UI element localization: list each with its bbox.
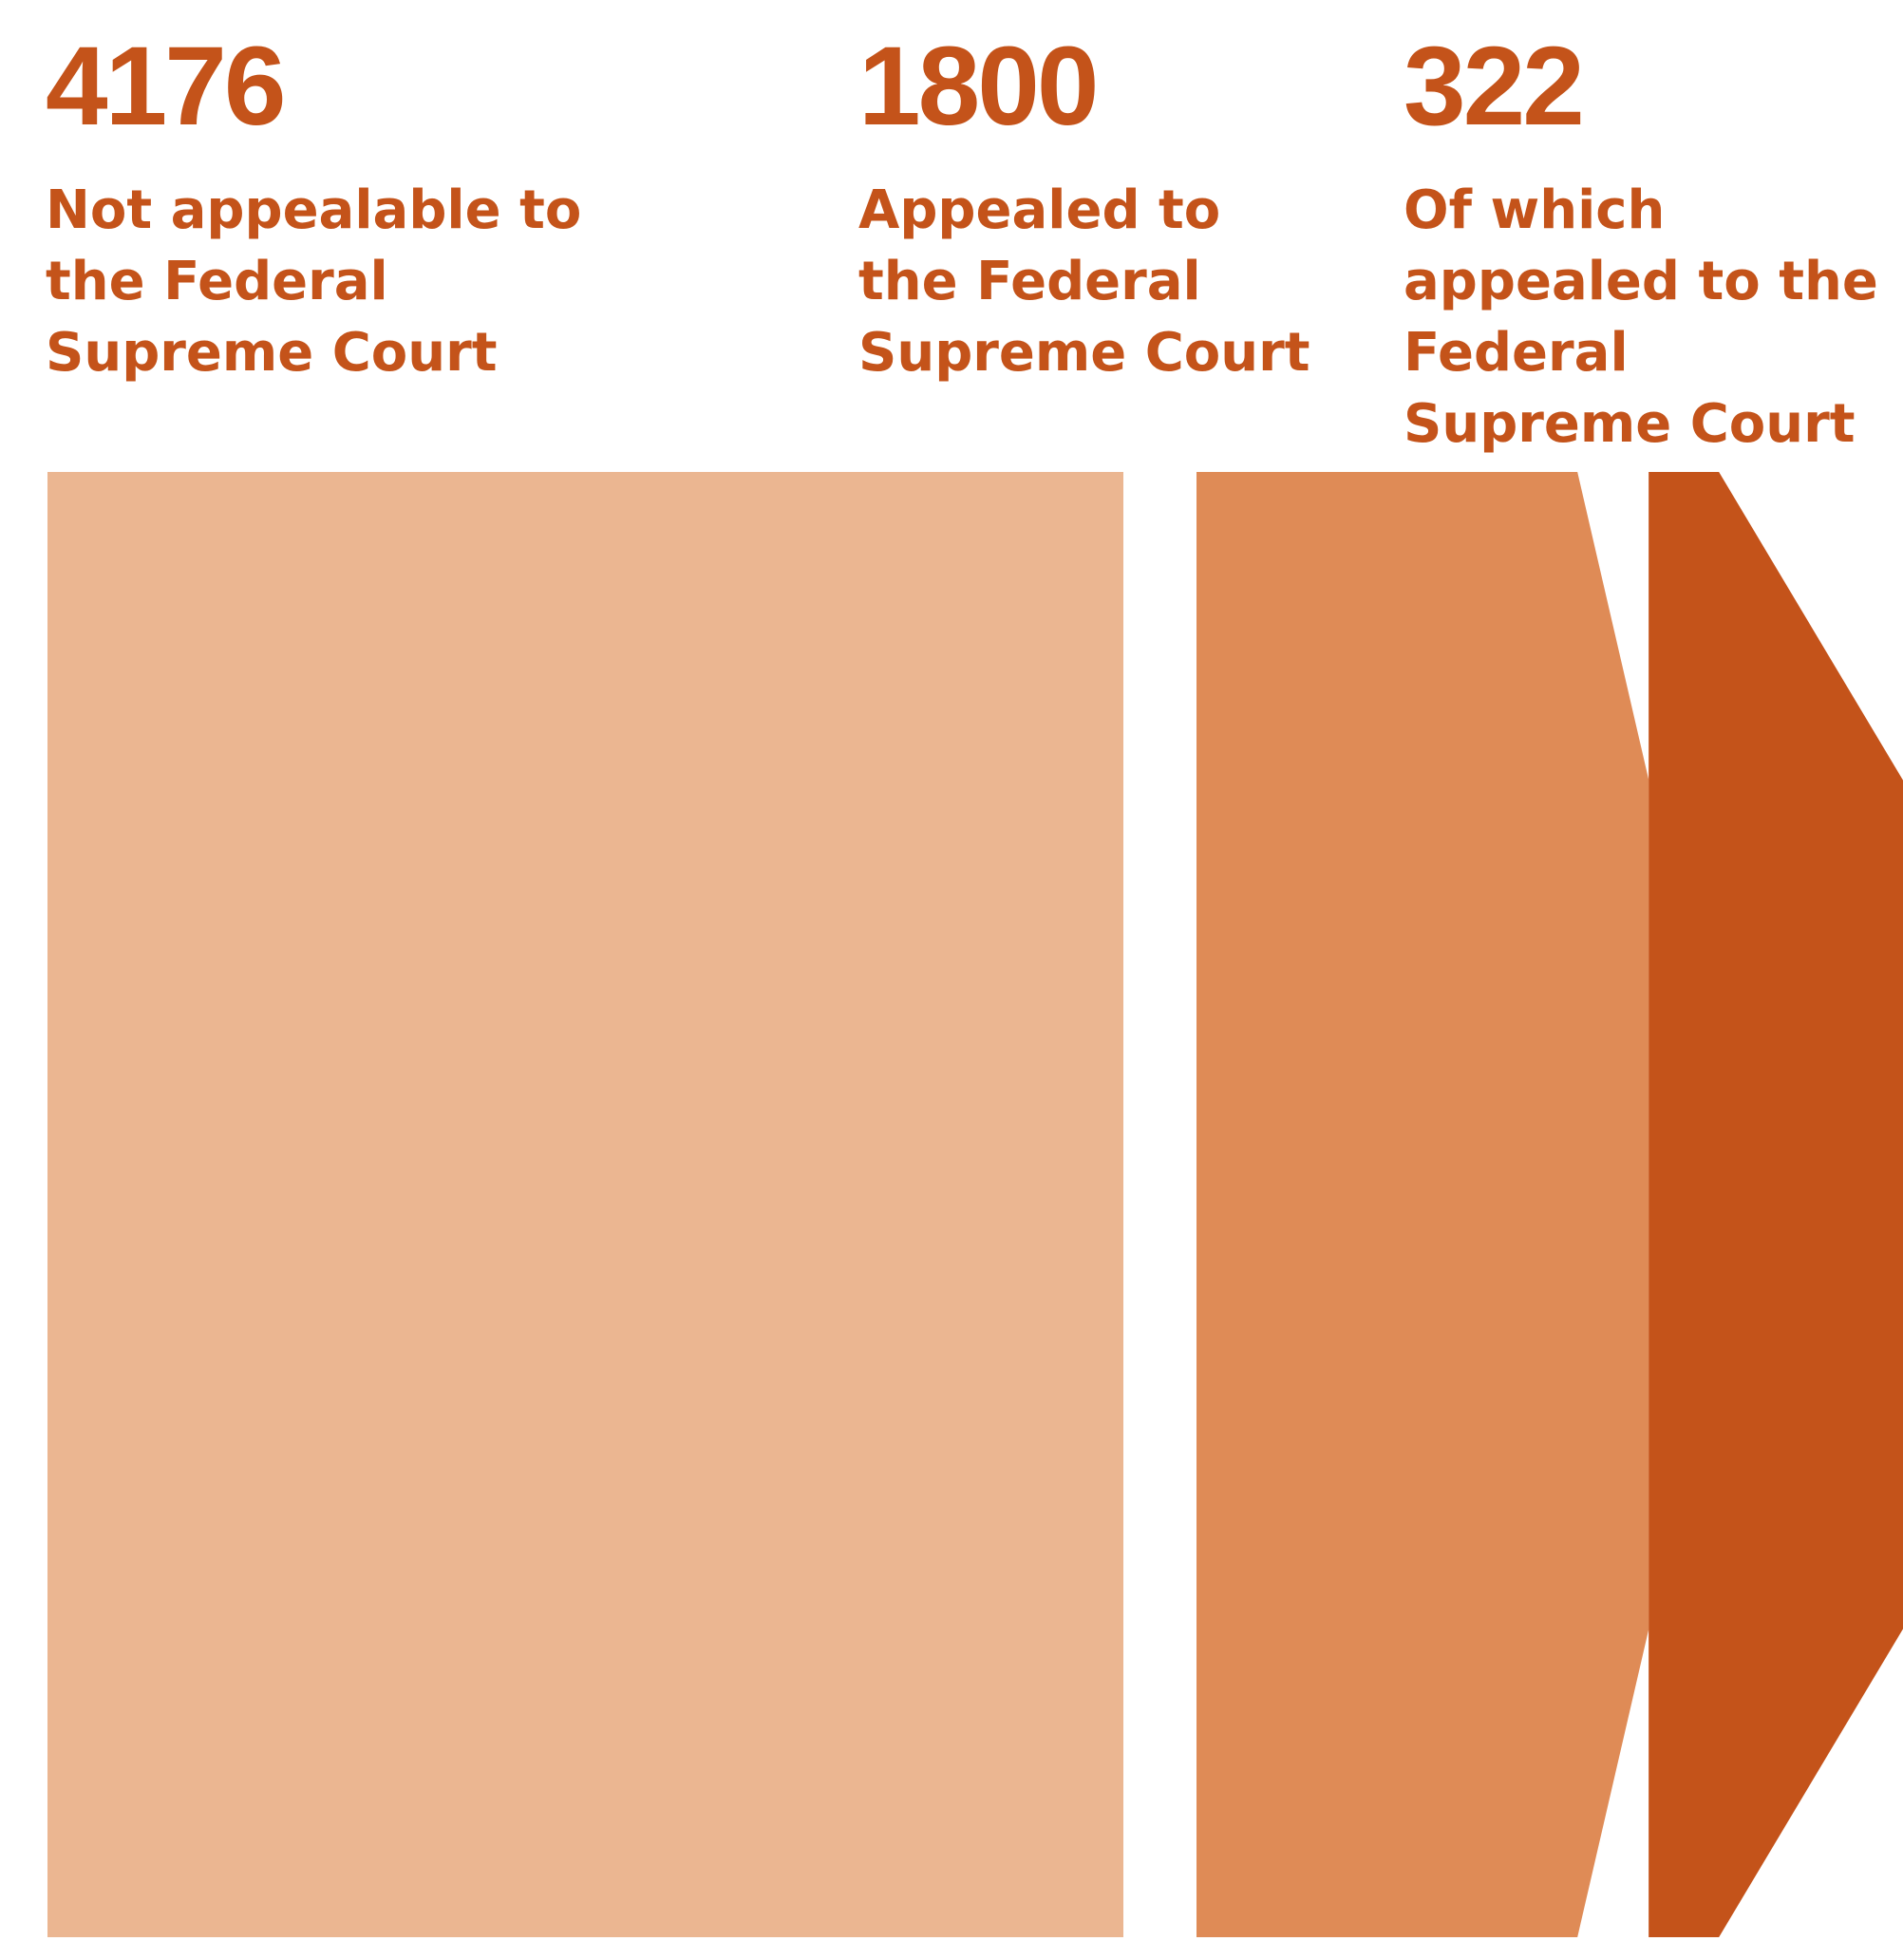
- data-label-not-appealable: 4176: [46, 24, 287, 149]
- category-label-appealed-federal: Of which appealed to the Federal Supreme…: [1404, 179, 1878, 455]
- bar-appealed-federal: [1649, 472, 1903, 1937]
- bar-appealed: [1196, 472, 1649, 1937]
- data-label-appealed-federal: 322: [1404, 24, 1585, 149]
- label-appealed: 1800 Appealed to the Federal Supreme Cou…: [858, 30, 1310, 388]
- label-not-appealable: 4176 Not appealable to the Federal Supre…: [46, 30, 581, 388]
- bar-not-appealable: [47, 472, 1123, 1937]
- data-label-appealed: 1800: [858, 24, 1100, 149]
- category-label-not-appealable: Not appealable to the Federal Supreme Co…: [46, 179, 582, 384]
- label-appealed-federal: 322 Of which appealed to the Federal Sup…: [1404, 30, 1878, 460]
- chart-marks: [47, 472, 1903, 1937]
- category-label-appealed: Appealed to the Federal Supreme Court: [858, 179, 1310, 384]
